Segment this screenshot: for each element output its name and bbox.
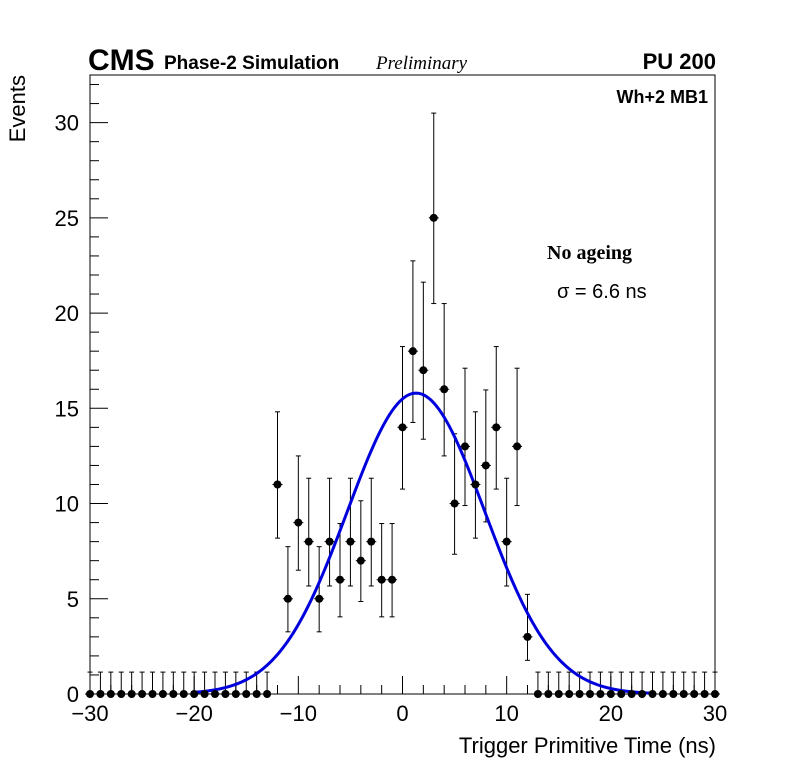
data-point — [127, 690, 136, 698]
data-point — [283, 594, 292, 603]
data-point — [461, 442, 469, 451]
data-point — [356, 556, 365, 565]
data-point — [252, 690, 261, 698]
data-point — [315, 594, 324, 603]
data-point — [304, 537, 313, 546]
data-point — [106, 690, 115, 698]
data-point — [263, 690, 272, 698]
station-label: Wh+2 MB1 — [616, 87, 708, 107]
data-point — [523, 632, 532, 641]
data-point — [221, 690, 230, 698]
data-point — [169, 690, 178, 698]
y-tick-label: 0 — [67, 682, 79, 707]
data-point — [492, 423, 501, 432]
data-point — [565, 690, 574, 698]
data-point — [700, 690, 709, 698]
y-tick-label: 15 — [55, 396, 79, 421]
data-point — [450, 499, 459, 508]
x-tick-label: 10 — [494, 701, 518, 726]
data-point — [586, 690, 594, 698]
data-point — [336, 575, 344, 584]
data-points — [86, 213, 719, 698]
data-point — [231, 690, 240, 698]
data-point — [325, 537, 334, 546]
x-tick-label: 30 — [703, 701, 727, 726]
data-point — [679, 690, 688, 698]
data-point — [211, 690, 219, 698]
data-point — [419, 366, 428, 375]
data-point — [638, 690, 647, 698]
sigma-label: σ = 6.6 ns — [557, 281, 647, 303]
data-point — [606, 690, 615, 698]
data-point — [190, 690, 199, 698]
pileup-label: PU 200 — [643, 49, 716, 74]
data-point — [408, 347, 417, 356]
y-tick-label: 25 — [55, 206, 79, 231]
data-point — [377, 575, 386, 584]
data-point — [158, 690, 167, 698]
data-point — [533, 690, 542, 698]
data-point — [242, 690, 251, 698]
data-point — [273, 480, 282, 489]
y-tick-label: 5 — [67, 587, 79, 612]
data-point — [481, 461, 490, 470]
data-point — [544, 690, 553, 698]
data-point — [513, 442, 522, 451]
data-point — [96, 690, 105, 698]
preliminary-label: Preliminary — [375, 53, 468, 74]
simulation-label: Phase-2 Simulation — [164, 53, 339, 74]
ageing-label: No ageing — [547, 242, 632, 264]
data-point — [440, 385, 449, 394]
x-axis-title: Trigger Primitive Time (ns) — [459, 733, 716, 758]
data-point — [388, 575, 397, 584]
data-point — [648, 690, 657, 698]
data-point — [148, 690, 157, 698]
x-tick-label: 20 — [599, 701, 623, 726]
data-point — [86, 690, 94, 698]
data-point — [711, 690, 719, 698]
data-point — [502, 537, 511, 546]
data-point — [200, 690, 209, 698]
y-axis-title: Events — [5, 75, 30, 142]
data-point — [138, 690, 147, 698]
x-tick-label: −30 — [71, 701, 108, 726]
x-tick-label: 0 — [396, 701, 408, 726]
data-point — [575, 690, 584, 698]
data-point — [658, 690, 667, 698]
data-point — [398, 423, 407, 432]
data-point — [669, 690, 678, 698]
data-point — [596, 690, 605, 698]
gaussian-fit-line — [194, 391, 653, 695]
data-point — [471, 480, 480, 489]
data-point — [346, 537, 355, 546]
data-point — [294, 518, 303, 527]
data-point — [554, 690, 563, 698]
data-point — [117, 690, 126, 698]
x-tick-label: −10 — [280, 701, 317, 726]
y-tick-label: 20 — [55, 301, 79, 326]
x-tick-label: −20 — [176, 701, 213, 726]
data-point — [627, 690, 636, 698]
y-tick-label: 10 — [55, 492, 79, 517]
y-tick-label: 30 — [55, 111, 79, 136]
data-point — [690, 690, 699, 698]
data-point — [429, 213, 438, 222]
cms-label: CMS — [88, 44, 155, 77]
fit-curve-group — [194, 391, 653, 695]
data-point — [367, 537, 376, 546]
data-point — [617, 690, 626, 698]
data-point — [179, 690, 188, 698]
